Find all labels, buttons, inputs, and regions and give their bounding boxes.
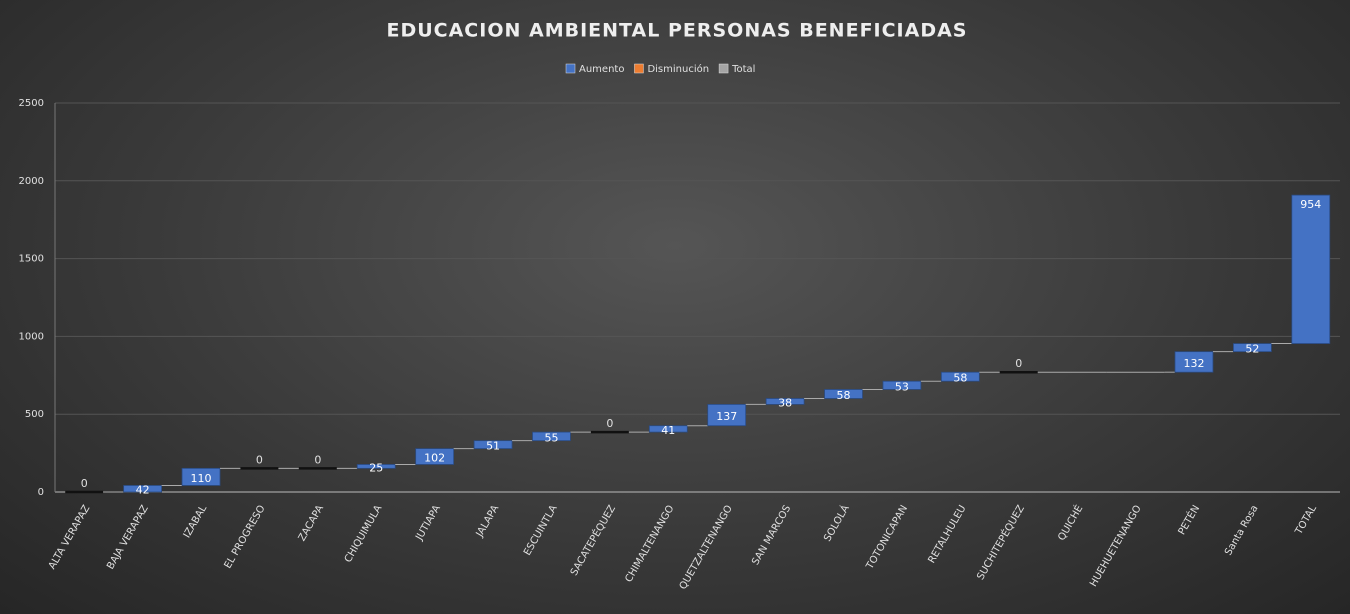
y-tick-label: 0 (38, 487, 44, 498)
y-tick-label: 2500 (19, 98, 44, 109)
x-tick-label: IZABAL (182, 503, 210, 540)
data-label: 41 (661, 424, 675, 437)
bar (1291, 194, 1331, 344)
x-tick-label: ESCUINTLA (522, 503, 560, 557)
data-label: 58 (953, 372, 967, 385)
x-tick-label: SOLOLÁ (820, 502, 851, 543)
legend-swatch (718, 63, 729, 74)
bar (532, 431, 571, 442)
bar (181, 467, 221, 486)
x-tick-label: ZACAPA (297, 503, 326, 543)
data-label: 0 (81, 477, 88, 490)
legend-label: Disminución (647, 63, 709, 75)
bar (940, 371, 980, 382)
x-tick-label: SACATEPÉQUEZ (567, 502, 618, 577)
bar (123, 485, 162, 493)
x-tick-label: SAN MARCOS (750, 504, 793, 568)
data-label: 42 (136, 484, 150, 497)
data-label: 53 (895, 380, 909, 393)
data-label: 954 (1300, 198, 1321, 211)
y-tick-label: 2000 (19, 176, 44, 187)
legend-swatch (634, 63, 644, 74)
x-tick-label: ALTA VERAPAZ (47, 503, 93, 571)
data-label: 132 (1183, 357, 1204, 370)
bar (356, 464, 396, 469)
data-label: 0 (1015, 357, 1022, 370)
x-tick-label: QUETZALTENANGO (678, 503, 735, 591)
x-tick-label: QUICHÉ (1055, 503, 1086, 543)
x-tick-label: RETALHULEU (926, 504, 968, 566)
legend-swatch (565, 63, 576, 74)
legend-label: Total (731, 64, 755, 75)
x-tick-label: HUEHUETENANGO (1088, 503, 1144, 588)
bar (415, 448, 455, 465)
bar (707, 403, 747, 427)
bar (824, 389, 863, 399)
bar (473, 440, 513, 449)
y-tick-label: 1500 (19, 254, 44, 265)
x-tick-label: BAJA VERAPAZ (105, 503, 151, 571)
bar (882, 380, 922, 390)
data-label: 25 (369, 461, 383, 474)
data-label: 137 (716, 410, 737, 423)
data-label: 102 (424, 452, 445, 465)
chart-title: EDUCACION AMBIENTAL PERSONAS BENEFICIADA… (386, 20, 967, 42)
x-tick-label: EL PROGRESO (223, 503, 268, 570)
data-label: 0 (314, 453, 321, 466)
data-label: 110 (191, 472, 212, 485)
bar (1233, 343, 1272, 353)
x-tick-label: SUCHITEPÉQUEZ (974, 502, 1027, 582)
data-label: 0 (256, 453, 263, 466)
legend-label: Aumento (579, 64, 624, 75)
x-tick-label: JALAPA (474, 503, 501, 539)
data-label: 58 (837, 389, 851, 402)
x-tick-label: CHIQUIMULA (343, 503, 385, 564)
x-tick-label: Santa Rosa (1223, 504, 1261, 558)
data-label: 51 (486, 440, 500, 453)
y-tick-label: 500 (25, 409, 44, 420)
data-label: 55 (544, 431, 558, 444)
x-tick-label: TOTAL (1293, 503, 1319, 537)
bar (765, 398, 805, 405)
x-tick-label: TOTONICAPAN (864, 504, 910, 573)
bar (1174, 351, 1214, 373)
bar (648, 425, 688, 433)
data-label: 0 (606, 417, 613, 430)
x-tick-label: PETÉN (1175, 503, 1202, 537)
x-tick-label: JUTIAPA (414, 503, 443, 543)
data-label: 38 (778, 396, 792, 409)
y-tick-label: 1000 (19, 331, 44, 342)
data-label: 52 (1245, 343, 1259, 356)
x-tick-label: CHIMALTENANGO (623, 503, 676, 584)
